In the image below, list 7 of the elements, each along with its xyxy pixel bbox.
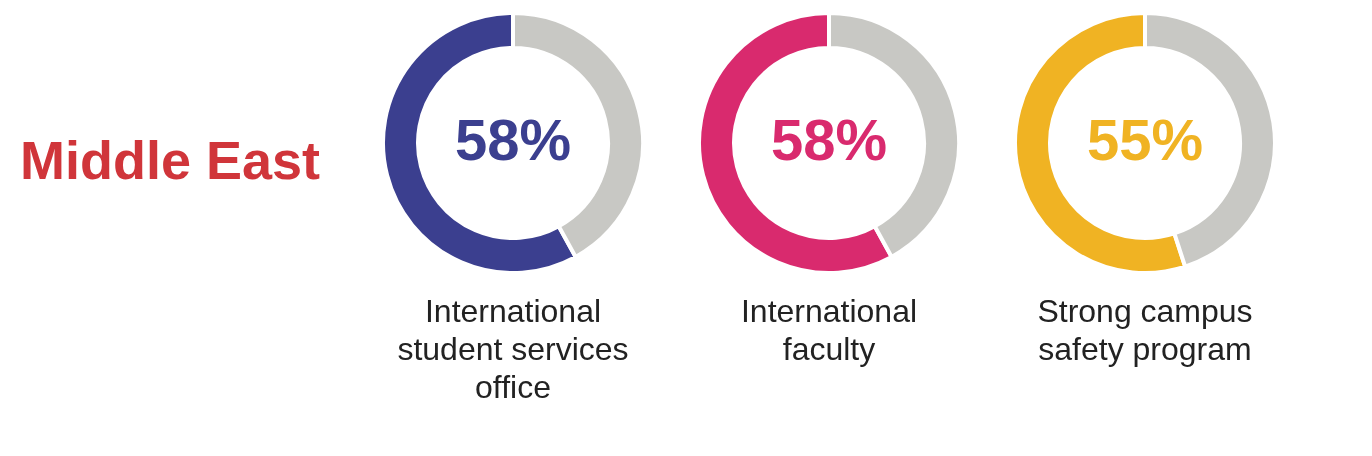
text: 58% [454,107,572,172]
text: 55% [1086,107,1204,172]
text: International faculty [740,293,918,367]
text: Middle East [19,130,321,190]
text: Strong campus safety program [1037,293,1253,367]
text: International student services office [397,293,629,405]
text: 58% [770,107,888,172]
